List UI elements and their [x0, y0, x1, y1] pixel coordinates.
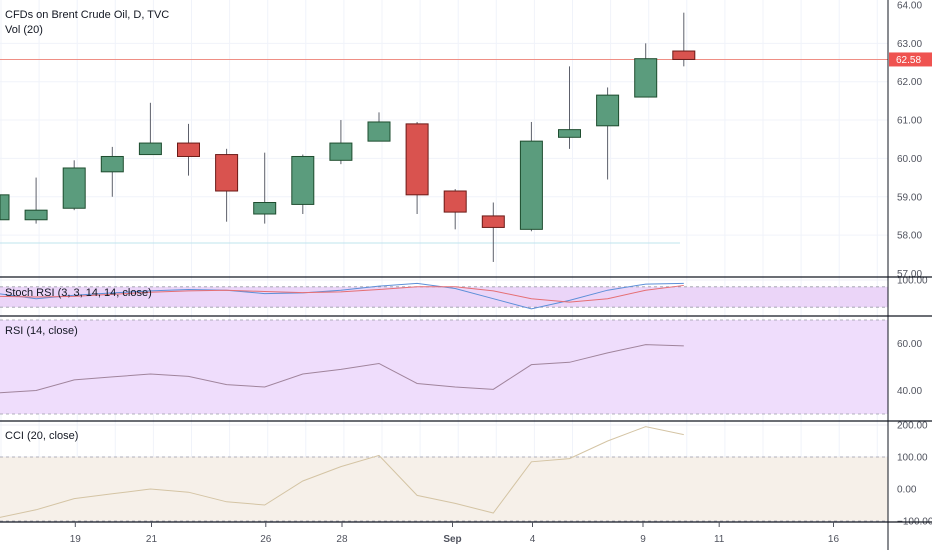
- indicator-backgrounds: [0, 286, 888, 522]
- stoch-rsi-title: Stoch RSI (3, 3, 14, 14, close): [5, 287, 152, 299]
- indicator-tick-label: 0.00: [897, 485, 917, 496]
- time-axis: 19 21 26 28 Sep 4 9 11 16: [70, 522, 840, 545]
- chart-series: [0, 12, 888, 518]
- candle-body: [177, 142, 200, 157]
- candle-body: [0, 194, 10, 221]
- candle-body: [329, 142, 353, 161]
- price-tick-label: 60.00: [897, 154, 922, 165]
- time-tick-label: 19: [70, 534, 82, 545]
- indicator-tick-label: 60.00: [897, 339, 922, 350]
- price-tick-label: 61.00: [897, 116, 922, 127]
- candle-body: [519, 140, 543, 230]
- time-tick-label: 16: [828, 534, 840, 545]
- indicator-band-fill: [0, 320, 888, 414]
- cci-title: CCI (20, close): [5, 430, 79, 442]
- indicator-tick-label: 100.00: [897, 453, 928, 464]
- candle-body: [367, 121, 391, 142]
- candle-body: [634, 58, 658, 98]
- indicator-tick-label: 200.00: [897, 421, 928, 432]
- price-tick-label: 57.00: [897, 269, 922, 280]
- indicator-band-fill: [0, 286, 888, 308]
- indicator-tick-label: 40.00: [897, 386, 922, 397]
- candle-body: [481, 215, 505, 228]
- last-price-label: 62.58: [896, 55, 921, 66]
- volume-label: Vol (20): [5, 24, 43, 36]
- time-tick-label: 11: [714, 534, 725, 545]
- time-tick-label: 28: [336, 534, 348, 545]
- price-tick-label: 64.00: [897, 1, 922, 12]
- chart-title: CFDs on Brent Crude Oil, D, TVC: [5, 9, 170, 21]
- time-tick-label: 4: [530, 534, 536, 545]
- price-tick-label: 62.00: [897, 77, 922, 88]
- price-tick-label: 59.00: [897, 192, 922, 203]
- candle-body: [291, 155, 315, 205]
- candle-body: [253, 202, 277, 215]
- time-tick-label: 21: [146, 534, 158, 545]
- candle-body: [596, 94, 620, 127]
- candle-body: [443, 190, 467, 213]
- candle-body: [672, 50, 696, 60]
- time-tick-label: 9: [640, 534, 646, 545]
- candle-body: [215, 154, 239, 192]
- indicator-tick-label: 100.00: [897, 276, 928, 287]
- candle-body: [405, 123, 429, 196]
- time-tick-label: Sep: [443, 534, 461, 545]
- candle-body: [24, 209, 48, 221]
- indicator-line: [0, 344, 684, 394]
- candle-body: [62, 167, 86, 209]
- rsi-title: RSI (14, close): [5, 325, 78, 337]
- candle-body: [558, 129, 581, 138]
- candle-body: [100, 155, 124, 173]
- indicator-line: [0, 282, 684, 310]
- price-tick-label: 63.00: [897, 39, 922, 50]
- indicator-line: [0, 284, 684, 303]
- indicator-band-fill: [0, 457, 888, 521]
- grid-lines: [0, 0, 888, 522]
- time-tick-label: 26: [260, 534, 272, 545]
- indicator-line: [0, 426, 684, 518]
- candle-body: [138, 142, 162, 156]
- last-price-badge: [889, 52, 932, 67]
- price-tick-label: 58.00: [897, 231, 922, 242]
